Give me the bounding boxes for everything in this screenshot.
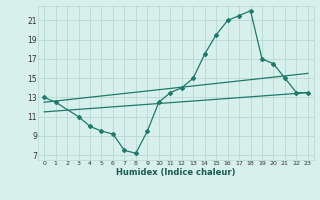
X-axis label: Humidex (Indice chaleur): Humidex (Indice chaleur) [116,168,236,177]
